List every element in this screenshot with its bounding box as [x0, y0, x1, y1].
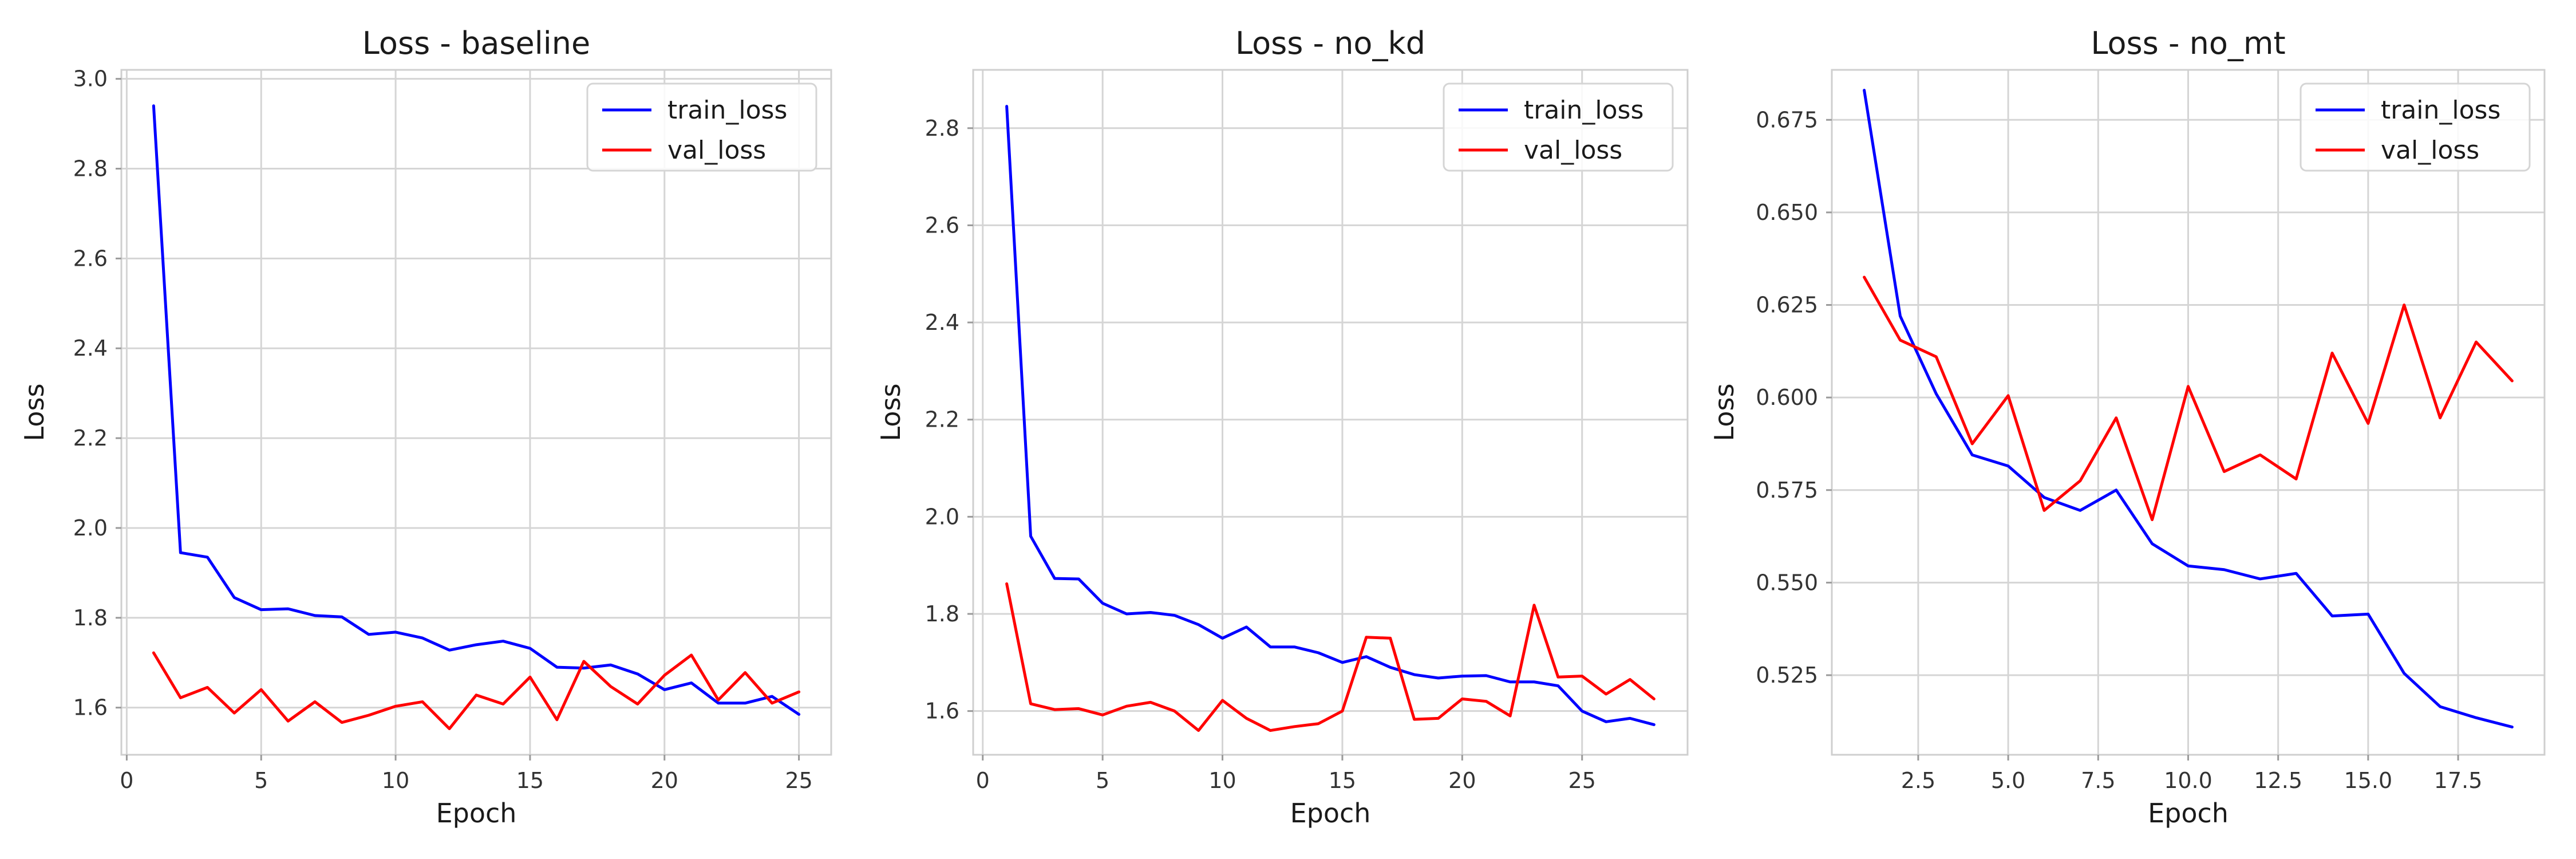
x-tick-label: 25 [1568, 768, 1596, 793]
y-tick-label: 2.6 [73, 246, 108, 271]
y-tick-label: 0.550 [1756, 570, 1818, 595]
x-tick-label: 0 [120, 768, 133, 793]
legend: train_loss val_loss [586, 82, 817, 172]
y-tick-label: 1.6 [925, 699, 959, 724]
y-axis-label: Loss [19, 384, 50, 442]
y-tick-label: 0.625 [1756, 293, 1818, 318]
y-tick-label: 2.8 [73, 156, 108, 182]
x-tick-label: 5 [254, 768, 268, 793]
x-axis-label: Epoch [436, 798, 517, 829]
y-tick-label: 2.6 [925, 212, 959, 238]
y-tick-label: 3.0 [73, 66, 108, 92]
chart-title: Loss - no_kd [1235, 25, 1425, 61]
legend: train_loss val_loss [1443, 82, 1674, 172]
legend: train_loss val_loss [2300, 82, 2531, 172]
chart-title: Loss - baseline [362, 25, 590, 61]
y-tick-label: 2.2 [73, 425, 108, 451]
x-tick-label: 0 [976, 768, 990, 793]
x-tick-label: 15.0 [2344, 768, 2393, 793]
y-tick-label: 0.600 [1756, 385, 1818, 410]
x-tick-label: 15 [1329, 768, 1356, 793]
x-tick-label: 2.5 [1901, 768, 1935, 793]
y-tick-label: 0.675 [1756, 107, 1818, 132]
x-tick-label: 7.5 [2081, 768, 2115, 793]
x-tick-label: 15 [516, 768, 544, 793]
legend-label: val_loss [667, 136, 766, 165]
y-tick-label: 0.575 [1756, 478, 1818, 503]
legend-label: train_loss [2381, 96, 2500, 125]
legend-label: val_loss [1524, 136, 1622, 165]
subplot-no-kd: 0 5 10 15 20 25 1.6 1.8 2.0 2.2 2.4 2.6 2.8 Loss - no… [875, 25, 1689, 829]
y-axis-label: Loss [1709, 384, 1740, 442]
x-tick-label: 25 [785, 768, 812, 793]
y-tick-label: 2.0 [73, 515, 108, 541]
y-tick-label: 1.8 [73, 605, 108, 631]
subplot-baseline: 0 5 10 15 20 25 1.6 1.8 2.0 2.2 2.4 2.6 2.8 3.0 Loss -… [19, 25, 832, 829]
y-tick-label: 1.8 [925, 601, 959, 626]
y-tick-label: 2.4 [73, 336, 108, 361]
x-tick-label: 10 [1208, 768, 1236, 793]
y-tick-label: 2.4 [925, 310, 959, 335]
y-axis-label: Loss [875, 384, 906, 442]
x-tick-label: 10.0 [2164, 768, 2212, 793]
y-tick-label: 0.525 [1756, 663, 1818, 688]
series-line-val-loss [1005, 582, 1656, 732]
y-tick-label: 1.6 [73, 695, 108, 720]
x-tick-label: 5.0 [1991, 768, 2025, 793]
series-line-train-loss [152, 104, 801, 716]
x-axis-label: Epoch [1290, 798, 1371, 829]
legend-label: val_loss [2381, 136, 2479, 165]
x-tick-label: 5 [1096, 768, 1109, 793]
plot-frame [120, 69, 832, 756]
legend-label: train_loss [1524, 96, 1643, 125]
x-tick-label: 20 [651, 768, 678, 793]
x-axis-label: Epoch [2148, 798, 2229, 829]
x-tick-label: 20 [1448, 768, 1476, 793]
y-tick-label: 0.650 [1756, 200, 1818, 225]
x-tick-label: 17.5 [2434, 768, 2483, 793]
plot-frame [972, 69, 1689, 756]
legend-label: train_loss [667, 96, 787, 125]
y-tick-label: 2.8 [925, 116, 959, 141]
chart-title: Loss - no_mt [2091, 25, 2285, 61]
y-tick-label: 2.0 [925, 504, 959, 529]
x-tick-label: 10 [382, 768, 409, 793]
subplot-no-mt: 2.5 5.0 7.5 10.0 12.5 15.0 17.5 0.525 0.550 0.575… [1709, 25, 2546, 829]
series-line-train-loss [1005, 105, 1656, 726]
y-tick-label: 2.2 [925, 407, 959, 432]
x-tick-label: 12.5 [2254, 768, 2302, 793]
